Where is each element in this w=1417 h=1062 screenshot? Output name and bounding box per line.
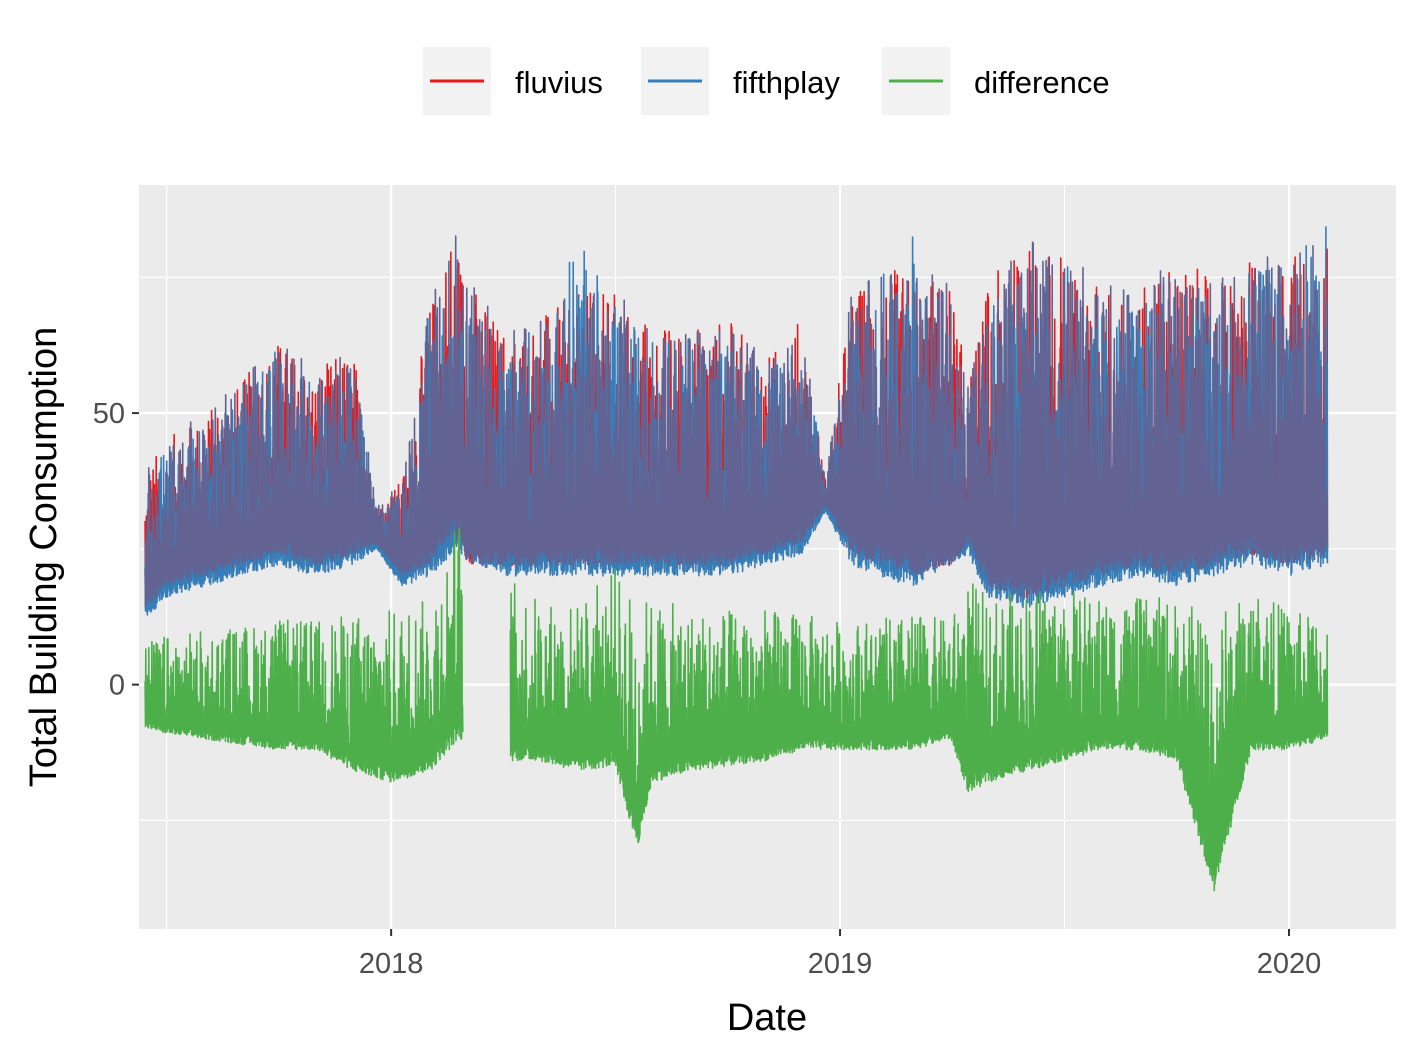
y-axis: 0 50 bbox=[93, 398, 139, 702]
series-line-difference bbox=[144, 527, 1329, 892]
x-axis: 2018 2019 2020 bbox=[359, 929, 1321, 980]
y-tick-label-0: 0 bbox=[109, 670, 125, 702]
x-tick-label-2: 2020 bbox=[1257, 948, 1322, 980]
series-layer bbox=[144, 226, 1329, 892]
x-tick-label-1: 2019 bbox=[808, 948, 873, 980]
legend: fluvius fifthplay difference bbox=[423, 47, 1110, 115]
y-tick-label-1: 50 bbox=[93, 398, 125, 430]
legend-label-fluvius: fluvius bbox=[515, 65, 603, 100]
x-tick-label-0: 2018 bbox=[359, 948, 424, 980]
y-axis-title: Total Building Consumption bbox=[23, 327, 65, 788]
legend-label-difference: difference bbox=[974, 65, 1110, 100]
legend-label-fifthplay: fifthplay bbox=[733, 65, 840, 100]
x-axis-title: Date bbox=[727, 997, 807, 1039]
series-line-fluvius bbox=[144, 235, 1329, 608]
